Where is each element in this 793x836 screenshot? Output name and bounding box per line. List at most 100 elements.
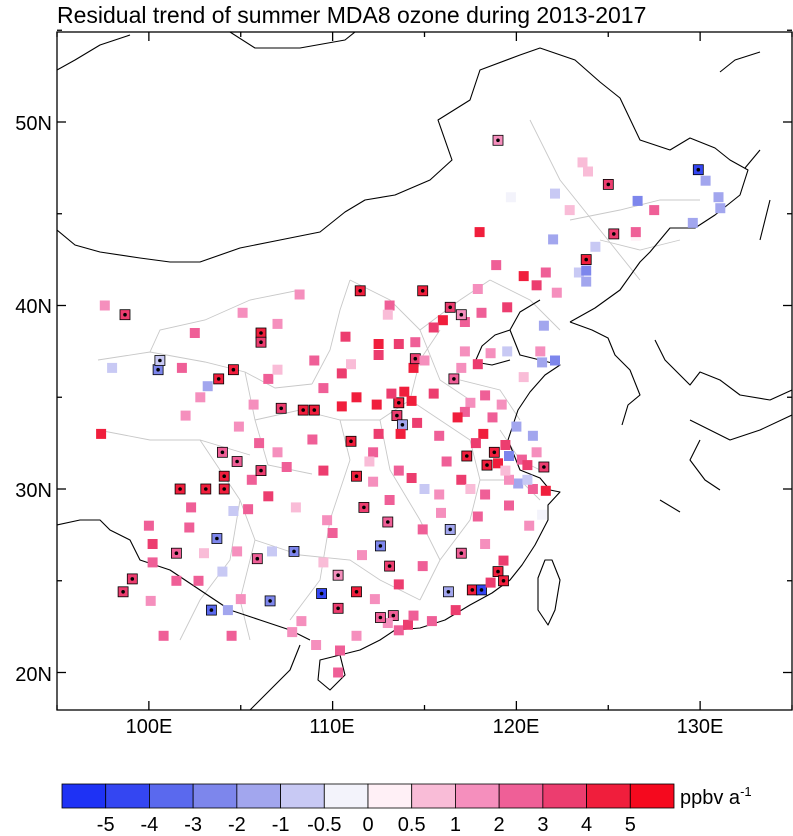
significance-dot [255,556,260,561]
significance-dot [279,406,284,411]
trend-cell [417,524,428,535]
trend-cell [351,392,362,403]
trend-cell [531,447,542,458]
trend-cell [364,456,375,467]
trend-cell [393,625,404,636]
significance-dot [123,312,127,317]
trend-cell [199,548,209,559]
trend-cell [518,372,529,383]
trend-cell [470,438,481,449]
trend-cell [346,359,356,370]
significant-cell-border [126,573,138,585]
significance-dot [220,450,225,455]
trend-cell [537,509,548,520]
colorbar-swatch [411,783,456,809]
trend-cell [186,502,197,513]
colorbar-tick-label: 5 [625,814,636,836]
significance-dot [354,590,359,594]
trend-cell [290,502,301,513]
significance-dot [259,331,263,335]
significant-cell-border [384,560,396,572]
significant-cell-border [297,404,309,416]
trend-cell [476,307,487,318]
trend-cell [434,489,445,500]
colorbar-swatch [629,783,675,809]
significant-cell-border [442,586,454,598]
significant-cell-border [205,604,217,616]
trend-cell [504,451,514,461]
trend-cell [171,575,182,586]
trend-cell [485,348,496,359]
trend-cell [408,610,419,621]
significant-cell-border [492,566,504,577]
colorbar-swatch [236,783,281,809]
trend-cell [373,350,384,360]
significance-dot [231,367,236,372]
significant-cell-border [488,446,500,458]
trend-cell [535,346,546,357]
trend-cell [540,267,551,278]
trend-cell [472,511,483,522]
trend-cell [450,605,461,616]
colorbar-swatch [586,783,631,809]
trend-cell [235,594,246,605]
map-title: Residual trend of summer MDA8 ozone duri… [57,2,647,28]
significance-dot [204,487,208,491]
significant-cell-border [119,309,131,321]
trend-cell [441,456,452,467]
trend-cell [272,447,283,458]
trend-cell [630,227,641,238]
trend-cell [267,546,277,557]
trend-cell [632,195,643,206]
trend-cell [472,359,483,370]
trend-cell [263,373,274,384]
significance-dot [156,367,160,372]
trend-cell [459,346,470,357]
significance-dot [209,608,214,612]
plot-background [57,32,792,710]
colorbar-tick-label: -0.5 [307,814,341,836]
lon-label-100e: 100E [126,716,173,738]
trend-cell [437,315,448,326]
significance-dot [121,590,125,594]
significance-dot [612,232,616,236]
colorbar [61,783,675,809]
significant-cell-border [358,501,370,513]
significant-cell-border [218,483,230,495]
significant-cell-border [455,309,467,321]
trend-cell [452,412,463,423]
colorbar-tick-label: 1 [450,814,461,836]
significant-cell-border [264,595,276,607]
trend-cell [480,489,491,500]
trend-cell [524,520,535,531]
colorbar-tick-label: 2 [494,814,505,836]
significant-cell-border [351,586,362,598]
trend-cell [408,362,419,373]
colorbar-tick-label: -4 [141,814,159,836]
lon-label-110e: 110E [309,716,354,738]
trend-cell [531,280,542,291]
trend-cell [307,434,318,445]
trend-cell [502,346,513,357]
trend-cell [403,619,413,630]
significant-cell-border [255,336,267,348]
trend-cell [537,357,548,368]
trend-cell [713,192,724,203]
significance-dot [354,474,359,479]
significant-cell-border [608,228,620,240]
significance-dot [492,450,497,455]
colorbar-swatch [280,783,325,809]
colorbar-swatch [498,783,544,809]
trend-cell [428,322,439,333]
significance-dot [606,182,611,187]
significance-dot [259,468,263,473]
trend-cell [527,430,538,441]
colorbar-swatch [367,783,413,809]
significance-dot [395,413,399,418]
trend-cell [500,465,511,476]
trend-cell [518,271,529,282]
province-boundaries [97,119,700,641]
trend-cell [513,478,524,489]
trend-cell [485,577,496,588]
